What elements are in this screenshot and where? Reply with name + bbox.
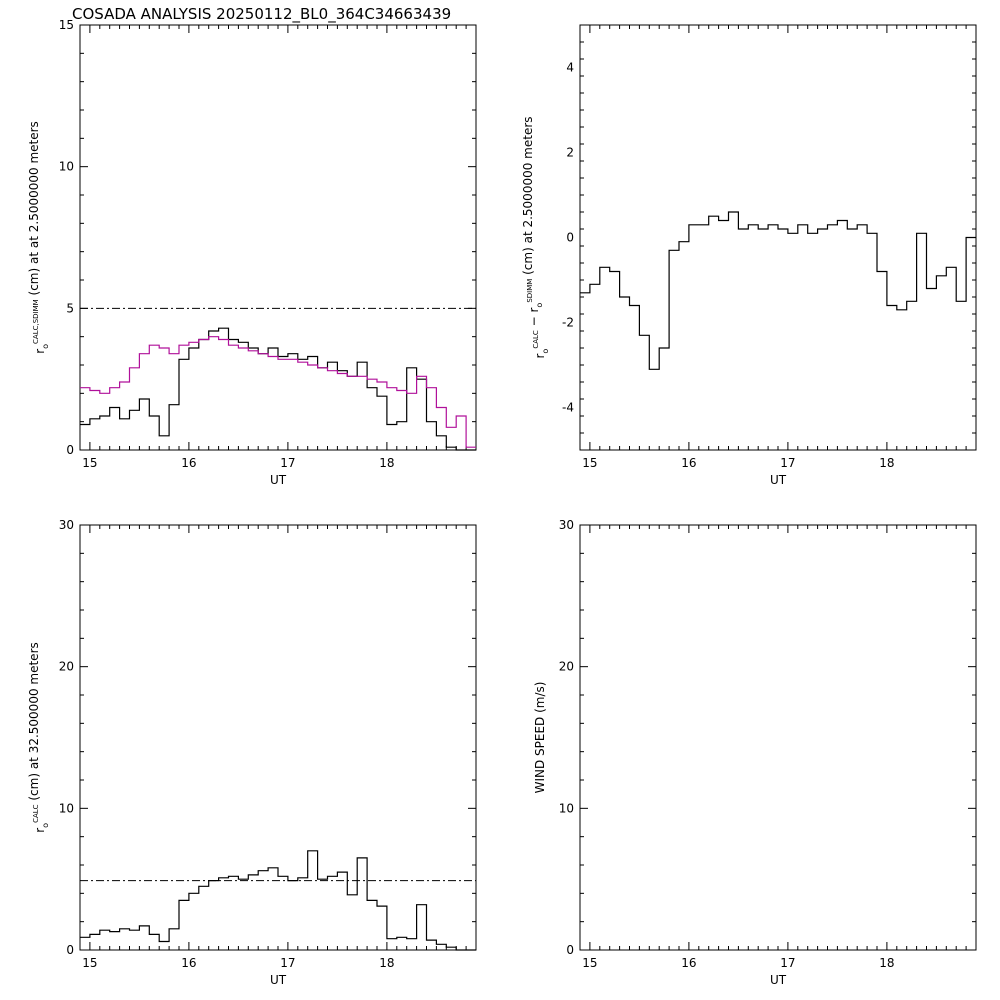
y-tick-label: 10 [59, 160, 74, 174]
y-tick-label: 4 [566, 61, 574, 75]
x-tick-label: 17 [280, 456, 295, 470]
series-line-1 [580, 211, 976, 370]
y-tick-label: 20 [559, 660, 574, 674]
y-tick-label: 0 [566, 943, 574, 957]
y-tick-label: 10 [59, 801, 74, 815]
x-axis-label: UT [270, 473, 287, 487]
y-axis-label: roCALC − roSDIMM (cm) at 2.5000000 meter… [521, 116, 550, 358]
figure-title: COSADA ANALYSIS 20250112_BL0_364C3466343… [72, 5, 451, 24]
y-tick-label: 10 [559, 801, 574, 815]
y-tick-label: 15 [59, 18, 74, 32]
plot-panel-3: 15 16 17 18 UT 0 10 20 30 roCALC (cm) at 32.50000… [27, 518, 477, 987]
x-tick-label: 15 [82, 456, 97, 470]
x-tick-label: 18 [379, 956, 394, 970]
x-tick-label: 16 [681, 456, 696, 470]
y-axis-label: roCALC,SDIMM (cm) at at 2.5000000 meters [27, 121, 50, 354]
plot-frame [579, 524, 977, 951]
plot-panel-4: 15 16 17 18 UT 0 10 20 30 WIND SPEED (m/s) [533, 518, 977, 987]
x-axis-label: UT [770, 473, 787, 487]
y-tick-label: 0 [66, 943, 74, 957]
x-tick-label: 16 [681, 956, 696, 970]
y-tick-label: 0 [66, 443, 74, 457]
y-tick-label: -4 [562, 401, 574, 415]
plot-frame [79, 524, 477, 951]
y-axis-label: roCALC (cm) at 32.500000 meters [27, 642, 50, 833]
plot-panel-1: 15 16 17 18 UT 0 5 10 15 roCALC,SDIMM (cm) at at … [27, 18, 477, 487]
x-tick-label: 17 [280, 956, 295, 970]
y-tick-label: 30 [59, 518, 74, 532]
x-tick-label: 15 [582, 456, 597, 470]
x-axis-label: UT [270, 973, 287, 987]
x-tick-label: 15 [582, 956, 597, 970]
series-line-1 [80, 327, 476, 451]
x-axis-label: UT [770, 973, 787, 987]
y-tick-label: 20 [59, 660, 74, 674]
y-tick-label: 2 [566, 146, 574, 160]
plot-panel-2: 15 16 17 18 UT -4 -2 0 2 4 roCALC − roSDIMM (cm) a… [521, 24, 977, 487]
series-line-1 [80, 850, 476, 951]
x-tick-label: 16 [181, 956, 196, 970]
x-tick-label: 17 [780, 956, 795, 970]
x-tick-label: 15 [82, 956, 97, 970]
x-tick-label: 18 [379, 456, 394, 470]
x-tick-label: 18 [879, 956, 894, 970]
x-tick-label: 18 [879, 456, 894, 470]
y-tick-label: 0 [566, 231, 574, 245]
y-tick-label: -2 [562, 316, 574, 330]
x-tick-label: 16 [181, 456, 196, 470]
series-line-2 [80, 336, 476, 448]
y-tick-label: 30 [559, 518, 574, 532]
x-tick-label: 17 [780, 456, 795, 470]
y-axis-label: WIND SPEED (m/s) [533, 682, 547, 794]
y-tick-label: 5 [66, 301, 74, 315]
